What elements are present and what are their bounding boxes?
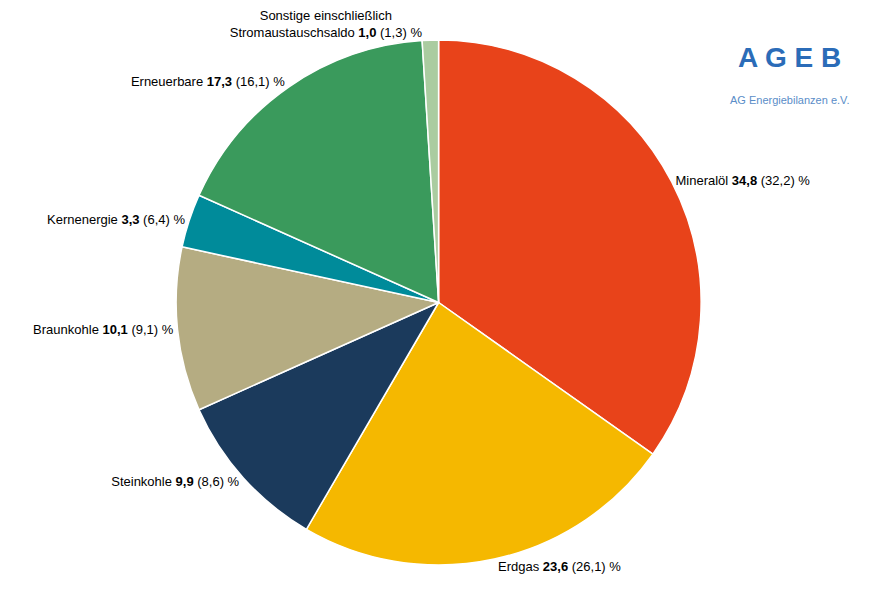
svg-text:Steinkohle 9,9 (8,6) %: Steinkohle 9,9 (8,6) % [111, 474, 239, 489]
svg-text:A G E B: A G E B [738, 42, 841, 73]
svg-text:Mineralöl 34,8 (32,2) %: Mineralöl 34,8 (32,2) % [675, 173, 810, 188]
svg-text:Erneuerbare 17,3 (16,1) %: Erneuerbare 17,3 (16,1) % [131, 74, 285, 89]
svg-text:Braunkohle 10,1 (9,1) %: Braunkohle 10,1 (9,1) % [33, 322, 174, 337]
svg-text:AG Energiebilanzen e.V.: AG Energiebilanzen e.V. [730, 94, 849, 106]
svg-text:Erdgas 23,6 (26,1) %: Erdgas 23,6 (26,1) % [498, 559, 621, 574]
svg-text:Sonstige einschließlichStromau: Sonstige einschließlichStromaustauschsal… [230, 8, 423, 40]
svg-text:Kernenergie 3,3 (6,4) %: Kernenergie 3,3 (6,4) % [47, 212, 185, 227]
